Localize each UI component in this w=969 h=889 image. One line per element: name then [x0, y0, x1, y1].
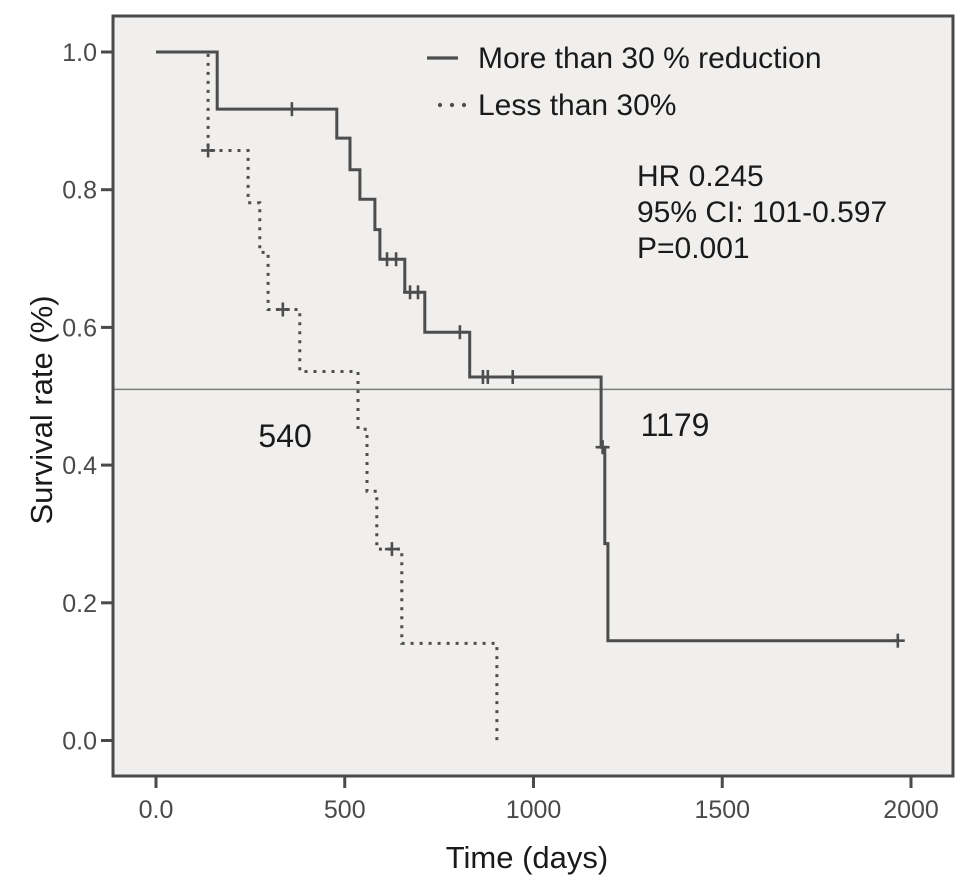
censor-marks-more-than-30 [284, 102, 905, 648]
stats-annotation-line-1: HR 0.245 [637, 160, 764, 193]
y-tick-label: 0.2 [62, 590, 97, 618]
legend-label-less-than-30: Less than 30% [478, 89, 676, 122]
legend-dot [437, 102, 443, 108]
y-tick-label: 1.0 [62, 39, 97, 67]
y-axis-label: Survival rate (%) [24, 295, 59, 524]
x-tick-label: 500 [324, 796, 366, 824]
median-label-540: 540 [258, 418, 311, 454]
x-tick-label: 1500 [694, 796, 750, 824]
x-tick-label: 2000 [883, 796, 939, 824]
x-tick-label: 0.0 [139, 796, 174, 824]
y-tick-label: 0.8 [62, 177, 97, 205]
y-tick-label: 0.6 [62, 314, 97, 342]
censor-marks-less-than-30 [201, 143, 399, 557]
legend-label-more-than-30: More than 30 % reduction [478, 42, 822, 75]
legend-swatch-dotted [437, 102, 467, 108]
y-tick-label: 0.0 [62, 728, 97, 756]
legend-dot [449, 102, 455, 108]
km-curve-less-than-30 [156, 50, 499, 741]
legend-dot [461, 102, 467, 108]
stats-annotation-line-3: P=0.001 [637, 232, 750, 265]
median-label-1179: 1179 [641, 407, 710, 443]
y-tick-label: 0.4 [62, 452, 97, 480]
x-tick-label: 1000 [506, 796, 562, 824]
x-axis-label: Time (days) [446, 840, 608, 875]
plot-area [113, 16, 953, 776]
stats-annotation-line-2: 95% CI: 101-0.597 [637, 196, 887, 229]
